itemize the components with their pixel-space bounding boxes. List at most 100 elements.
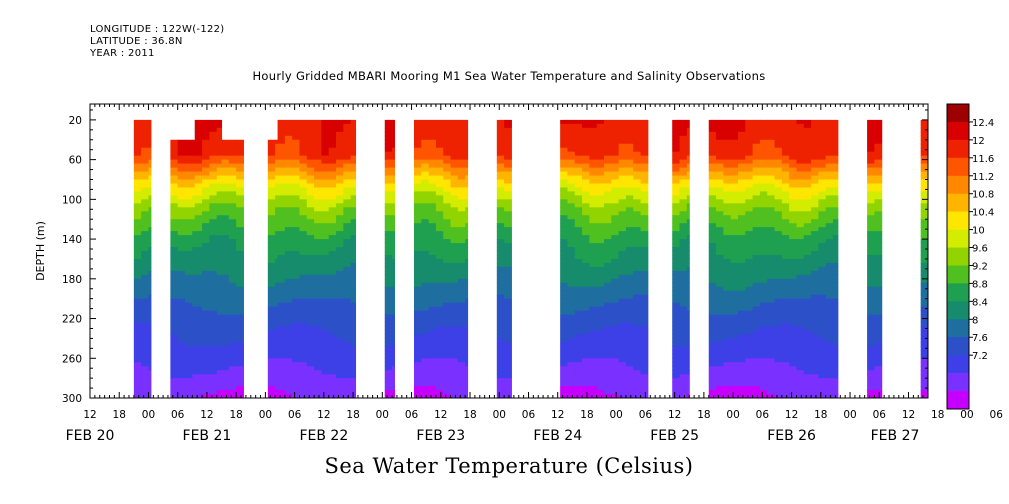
contour-cell	[730, 179, 739, 184]
contour-cell	[686, 366, 690, 371]
contour-cell	[343, 274, 352, 280]
contour-cell	[275, 231, 279, 236]
contour-cell	[465, 187, 469, 192]
contour-cell	[185, 251, 193, 256]
contour-cell	[774, 223, 783, 228]
contour-cell	[221, 147, 230, 153]
contour-cell	[133, 318, 142, 324]
contour-cell	[818, 310, 827, 316]
contour-cell	[185, 231, 193, 236]
contour-cell	[350, 386, 357, 391]
contour-cell	[825, 223, 834, 228]
contour-cell	[567, 270, 576, 276]
contour-cell	[589, 183, 598, 188]
contour-cell	[745, 366, 754, 371]
contour-cell	[277, 354, 286, 359]
contour-cell	[170, 282, 179, 288]
contour-cell	[686, 298, 690, 304]
contour-cell	[633, 191, 642, 196]
contour-cell	[803, 294, 812, 300]
contour-cell	[350, 342, 357, 347]
contour-cell	[625, 155, 634, 161]
contour-cell	[328, 239, 337, 244]
contour-cell	[596, 215, 605, 220]
contour-cell	[221, 251, 230, 256]
contour-cell	[228, 231, 237, 236]
contour-cell	[737, 294, 746, 300]
contour-cell	[789, 127, 797, 133]
contour-cell	[267, 378, 276, 383]
contour-cell	[177, 254, 186, 260]
contour-cell	[811, 322, 819, 327]
contour-cell	[228, 143, 237, 149]
contour-cell	[496, 163, 505, 169]
contour-cell	[292, 179, 300, 184]
contour-cell	[818, 203, 827, 208]
contour-cell	[216, 143, 223, 149]
contour-cell	[825, 366, 834, 371]
contour-cell	[496, 310, 505, 316]
contour-cell	[185, 227, 193, 232]
contour-cell	[716, 183, 724, 188]
contour-cell	[194, 247, 203, 252]
contour-cell	[284, 223, 293, 228]
contour-cell	[582, 131, 590, 137]
contour-cell	[679, 243, 688, 248]
contour-cell	[811, 155, 819, 161]
contour-cell	[789, 215, 797, 220]
contour-cell	[141, 310, 149, 316]
contour-cell	[284, 326, 293, 331]
contour-cell	[789, 318, 797, 324]
contour-cell	[209, 258, 218, 264]
contour-cell	[177, 290, 186, 296]
contour-cell	[672, 195, 681, 200]
contour-cell	[774, 302, 783, 308]
contour-cell	[421, 219, 430, 224]
contour-cell	[202, 251, 210, 256]
contour-cell	[209, 183, 218, 188]
contour-cell	[267, 330, 276, 335]
contour-cell	[192, 326, 196, 331]
contour-cell	[343, 374, 352, 379]
contour-cell	[672, 123, 681, 129]
contour-cell	[428, 278, 437, 284]
contour-cell	[679, 354, 688, 359]
contour-cell	[343, 310, 352, 316]
contour-cell	[618, 366, 627, 371]
contour-cell	[504, 215, 512, 220]
contour-cell	[413, 306, 422, 312]
contour-cell	[216, 378, 223, 383]
contour-cell	[611, 390, 620, 395]
contour-cell	[392, 235, 396, 240]
contour-cell	[306, 199, 315, 204]
contour-cell	[277, 159, 286, 165]
contour-cell	[192, 258, 196, 264]
contour-cell	[292, 322, 300, 327]
contour-cell	[633, 235, 642, 240]
contour-cell	[567, 342, 576, 347]
contour-cell	[221, 171, 230, 177]
contour-cell	[832, 135, 839, 141]
contour-cell	[465, 294, 469, 300]
contour-cell	[708, 163, 717, 169]
contour-cell	[202, 147, 210, 153]
contour-cell	[752, 203, 761, 208]
contour-cell	[640, 326, 649, 331]
contour-cell	[737, 175, 746, 180]
contour-cell	[582, 203, 590, 208]
contour-cell	[336, 159, 344, 165]
contour-cell	[708, 155, 717, 161]
contour-cell	[759, 155, 768, 161]
contour-cell	[811, 298, 819, 304]
contour-cell	[192, 143, 196, 149]
contour-cell	[194, 231, 203, 236]
contour-cell	[148, 394, 152, 398]
contour-cell	[221, 390, 230, 395]
contour-cell	[708, 318, 717, 324]
chart-title: Hourly Gridded MBARI Mooring M1 Sea Wate…	[252, 69, 766, 83]
contour-cell	[716, 131, 724, 137]
contour-cell	[640, 362, 649, 367]
contour-cell	[292, 310, 300, 316]
contour-cell	[604, 370, 612, 375]
contour-cell	[177, 143, 186, 149]
